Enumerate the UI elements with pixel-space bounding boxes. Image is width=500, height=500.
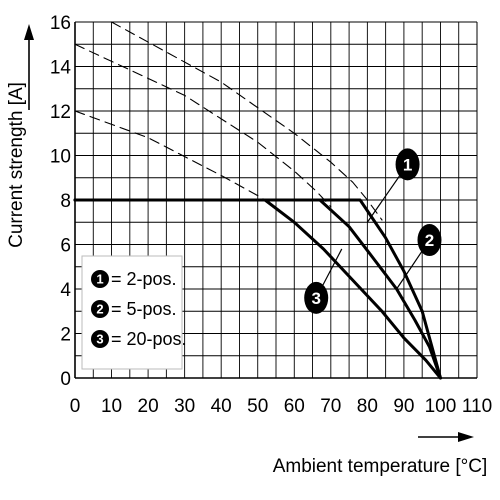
legend-marker-3 [91,330,109,348]
legend-marker-1 [91,270,109,288]
legend: 1 = 2-pos. 2 = 5-pos. 3 = 20-pos. [81,255,187,370]
x-tick-label: 100 [425,396,457,417]
x-tick-label: 90 [393,396,414,417]
legend-marker-number: 2 [96,302,103,317]
x-tick-label: 60 [284,396,305,417]
y-tick-label: 0 [60,369,71,390]
series-line-dashed-2 [74,43,332,208]
x-axis-arrow-head [458,432,474,442]
curve-marker-1 [395,148,420,181]
y-axis-arrow-head [24,24,34,40]
curve-marker-number: 3 [311,289,320,308]
series-lines [73,21,442,380]
y-tick-label: 12 [50,102,71,123]
legend-label: = 5-pos. [111,299,177,319]
series-line-2 [73,198,442,380]
legend-marker-number: 3 [96,332,103,347]
x-tick-label: 70 [320,396,341,417]
series-line-3 [73,198,442,380]
y-tick-label: 8 [60,191,71,212]
y-tick-labels: 0 2 4 6 8 10 12 14 16 [50,13,72,390]
y-tick-label: 4 [60,280,71,301]
legend-label: = 20-pos. [111,329,187,349]
y-axis-title: Current strength [A] [6,82,27,248]
y-tick-label: 10 [50,147,71,168]
x-tick-label: 20 [138,396,159,417]
y-tick-label: 2 [60,325,71,346]
legend-marker-2 [91,300,109,318]
x-tick-labels: 0 10 20 30 40 50 60 70 80 90 100 110 [70,396,492,417]
y-tick-label: 6 [60,236,71,257]
y-tick-label: 16 [50,13,71,34]
x-axis-title: Ambient temperature [°C] [273,456,488,477]
legend-label: = 2-pos. [111,269,177,289]
legend-marker-number: 1 [96,272,103,287]
x-tick-label: 10 [101,396,122,417]
curve-marker-number: 1 [403,155,412,174]
series-line-dashed-3 [74,110,273,206]
x-tick-label: 30 [174,396,195,417]
series-line-dashed-1 [110,21,383,221]
x-tick-label: 40 [211,396,232,417]
legend-items: 1 = 2-pos. 2 = 5-pos. 3 = 20-pos. [91,269,187,349]
curve-markers: 1 2 3 [304,148,442,314]
x-tick-label: 80 [357,396,378,417]
curve-marker-3 [304,281,329,314]
curve-marker-2 [417,224,442,257]
x-tick-label: 0 [70,396,81,417]
x-tick-label: 110 [462,396,492,417]
x-tick-label: 50 [247,396,268,417]
y-tick-label: 14 [50,58,72,79]
curve-marker-number: 2 [425,231,434,250]
